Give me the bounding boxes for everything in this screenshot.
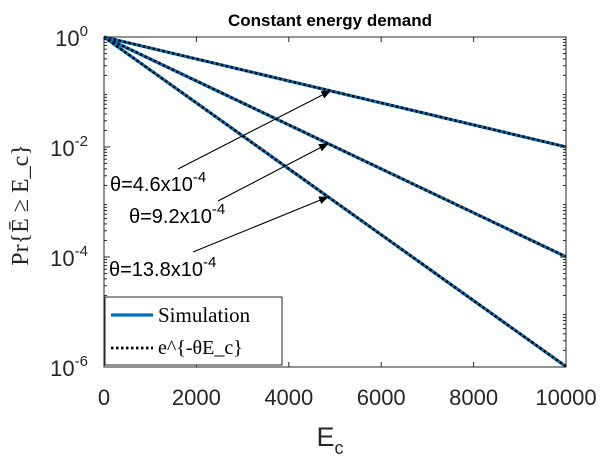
axes: Constant energy demand Ec Pr{Ē ≥ E_c} 0 2… bbox=[8, 11, 597, 458]
theta-label: θ=4.6x10-4 bbox=[110, 169, 206, 196]
legend-box bbox=[104, 296, 283, 366]
legend: Simulation e^{-θE_c} bbox=[104, 296, 283, 366]
x-tick-label: 2000 bbox=[172, 385, 221, 410]
y-tick-label: 100 bbox=[55, 23, 88, 51]
simulation-line bbox=[103, 35, 567, 368]
plot-area bbox=[103, 35, 567, 368]
theta-label: θ=9.2x10-4 bbox=[129, 201, 225, 228]
chart-title: Constant energy demand bbox=[228, 11, 432, 30]
x-tick-label: 0 bbox=[98, 385, 110, 410]
x-tick-label: 8000 bbox=[449, 385, 498, 410]
x-tick-label: 6000 bbox=[357, 385, 406, 410]
x-axis-label-main: E bbox=[316, 422, 334, 452]
legend-simulation-label: Simulation bbox=[158, 303, 251, 327]
y-tick-label: 10-2 bbox=[50, 133, 88, 161]
annotation-arrow bbox=[177, 90, 332, 170]
x-tick-label: 4000 bbox=[264, 385, 313, 410]
annotation-arrow bbox=[192, 196, 329, 253]
x-tick-label: 10000 bbox=[535, 385, 596, 410]
y-tick-label: 10-4 bbox=[50, 243, 88, 271]
y-axis-label: Pr{Ē ≥ E_c} bbox=[8, 144, 34, 266]
y-tick-label: 10-6 bbox=[50, 353, 88, 381]
legend-theory-label: e^{-θE_c} bbox=[158, 337, 243, 359]
x-axis-label: Ec bbox=[316, 422, 343, 458]
theta-label: θ=13.8x10-4 bbox=[109, 254, 216, 281]
annotations: θ=4.6x10-4 θ=9.2x10-4 θ=13.8x10-4 bbox=[109, 90, 332, 281]
annotation-arrow bbox=[217, 143, 329, 202]
x-axis-label-sub: c bbox=[335, 438, 344, 458]
axes-box bbox=[103, 36, 567, 368]
theory-line bbox=[103, 35, 567, 149]
theory-line bbox=[103, 35, 567, 258]
